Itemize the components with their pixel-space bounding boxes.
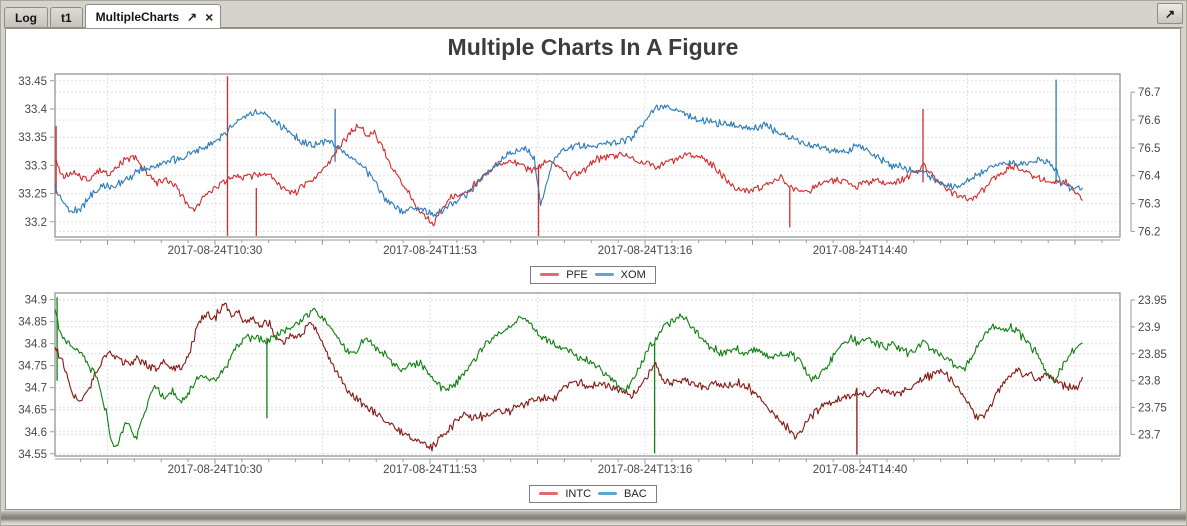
pfe-legend-label: PFE bbox=[566, 268, 588, 281]
svg-text:2017-08-24T11:53: 2017-08-24T11:53 bbox=[383, 464, 477, 476]
svg-text:2017-08-24T14:40: 2017-08-24T14:40 bbox=[813, 464, 908, 476]
svg-text:76.2: 76.2 bbox=[1138, 226, 1160, 238]
svg-text:76.3: 76.3 bbox=[1138, 199, 1160, 211]
svg-text:33.4: 33.4 bbox=[25, 104, 48, 116]
close-icon[interactable]: × bbox=[205, 8, 214, 25]
svg-text:76.4: 76.4 bbox=[1138, 171, 1161, 183]
maximize-icon[interactable]: ↗ bbox=[187, 9, 198, 24]
svg-text:34.9: 34.9 bbox=[25, 295, 47, 307]
bottom-chart: 34.9 34.85 34.8 34.75 34.7 34.65 34.6 34.55 23.9… bbox=[18, 292, 1167, 476]
svg-text:76.6: 76.6 bbox=[1138, 115, 1160, 127]
svg-text:34.55: 34.55 bbox=[18, 449, 47, 461]
svg-text:34.6: 34.6 bbox=[25, 427, 47, 439]
pfe-legend-swatch bbox=[540, 273, 560, 276]
bac-legend-swatch bbox=[598, 492, 618, 495]
tab-log[interactable]: Log bbox=[4, 7, 48, 27]
tab-bar: Log t1 MultipleCharts ↗ × ↗ bbox=[4, 3, 1183, 28]
svg-text:34.75: 34.75 bbox=[18, 361, 47, 373]
figure-title: Multiple Charts In A Figure bbox=[447, 34, 739, 60]
svg-text:23.95: 23.95 bbox=[1138, 295, 1167, 307]
svg-text:33.3: 33.3 bbox=[25, 160, 47, 172]
svg-text:33.25: 33.25 bbox=[18, 189, 47, 201]
svg-text:34.8: 34.8 bbox=[25, 339, 47, 351]
intc-legend-label: INTC bbox=[565, 487, 592, 500]
svg-text:34.7: 34.7 bbox=[25, 383, 47, 395]
tab-t1[interactable]: t1 bbox=[50, 7, 83, 27]
top-chart: 33.45 33.4 33.35 33.3 33.25 33.2 76.7 76.6 76.5 7… bbox=[18, 73, 1161, 257]
intc-legend-swatch bbox=[539, 492, 559, 495]
svg-text:33.2: 33.2 bbox=[25, 217, 47, 229]
top-legend-row: PFE XOM bbox=[6, 263, 1180, 284]
svg-text:2017-08-24T13:16: 2017-08-24T13:16 bbox=[598, 245, 693, 257]
svg-text:23.85: 23.85 bbox=[1138, 349, 1167, 361]
window-bottom-bevel bbox=[1, 511, 1186, 525]
chart-panel: Multiple Charts In A Figure 33.45 33.4 33.… bbox=[5, 28, 1181, 510]
tab-multiplecharts[interactable]: MultipleCharts ↗ × bbox=[84, 4, 222, 28]
bottom-legend-row: INTC BAC bbox=[6, 482, 1180, 503]
svg-text:33.45: 33.45 bbox=[18, 76, 47, 88]
top-chart-legend: PFE XOM bbox=[530, 265, 656, 284]
bac-legend-label: BAC bbox=[624, 487, 647, 500]
svg-text:2017-08-24T11:53: 2017-08-24T11:53 bbox=[383, 245, 477, 257]
tab-log-label: Log bbox=[15, 10, 37, 25]
svg-text:76.5: 76.5 bbox=[1138, 143, 1160, 155]
tab-t1-label: t1 bbox=[61, 10, 72, 25]
svg-text:2017-08-24T13:16: 2017-08-24T13:16 bbox=[598, 464, 693, 476]
xom-legend-swatch bbox=[594, 273, 614, 276]
maximize-window-button[interactable]: ↗ bbox=[1157, 3, 1183, 24]
maximize-arrow-icon: ↗ bbox=[1164, 6, 1176, 21]
bottom-chart-legend: INTC BAC bbox=[529, 484, 657, 503]
tab-multiplecharts-label: MultipleCharts bbox=[95, 9, 180, 24]
svg-text:34.65: 34.65 bbox=[18, 405, 47, 417]
xom-legend-label: XOM bbox=[620, 268, 646, 281]
svg-text:2017-08-24T14:40: 2017-08-24T14:40 bbox=[813, 245, 908, 257]
svg-text:33.35: 33.35 bbox=[18, 132, 47, 144]
svg-text:34.85: 34.85 bbox=[18, 317, 47, 329]
svg-text:23.7: 23.7 bbox=[1138, 429, 1160, 441]
svg-text:2017-08-24T10:30: 2017-08-24T10:30 bbox=[168, 464, 263, 476]
svg-text:76.7: 76.7 bbox=[1138, 87, 1160, 99]
svg-text:23.75: 23.75 bbox=[1138, 403, 1167, 415]
svg-text:23.8: 23.8 bbox=[1138, 376, 1160, 388]
svg-text:23.9: 23.9 bbox=[1138, 322, 1160, 334]
svg-text:2017-08-24T10:30: 2017-08-24T10:30 bbox=[168, 245, 263, 257]
